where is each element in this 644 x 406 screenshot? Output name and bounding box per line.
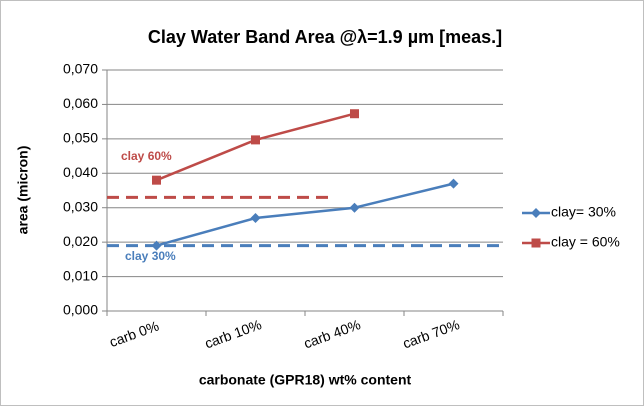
data-point: [350, 109, 359, 119]
chart-title: Clay Water Band Area @λ=1.9 µm [meas.]: [148, 27, 502, 47]
legend-label: clay = 60%: [551, 234, 620, 250]
y-tick-label: 0,000: [63, 302, 98, 318]
y-tick-label: 0,030: [63, 198, 98, 214]
data-point: [349, 202, 360, 213]
y-tick-label: 0,060: [63, 95, 98, 111]
y-tick-label: 0,050: [63, 130, 98, 146]
legend-marker: [531, 238, 541, 248]
annotation: clay 30%: [125, 249, 176, 263]
y-tick-label: 0,040: [63, 164, 98, 180]
annotation: clay 60%: [121, 149, 172, 163]
y-tick-label: 0,070: [63, 61, 98, 77]
y-axis-title: area (micron): [15, 146, 31, 235]
data-point: [251, 135, 260, 145]
data-point: [250, 213, 261, 224]
data-point: [448, 178, 459, 189]
x-axis-title: carbonate (GPR18) wt% content: [199, 372, 412, 388]
y-tick-label: 0,010: [63, 267, 98, 283]
series-line: [156, 182, 454, 247]
legend-label: clay= 30%: [551, 204, 616, 220]
y-tick-label: 0,020: [63, 233, 98, 249]
legend-marker: [531, 208, 541, 218]
data-point: [151, 240, 162, 251]
data-point: [152, 175, 161, 185]
